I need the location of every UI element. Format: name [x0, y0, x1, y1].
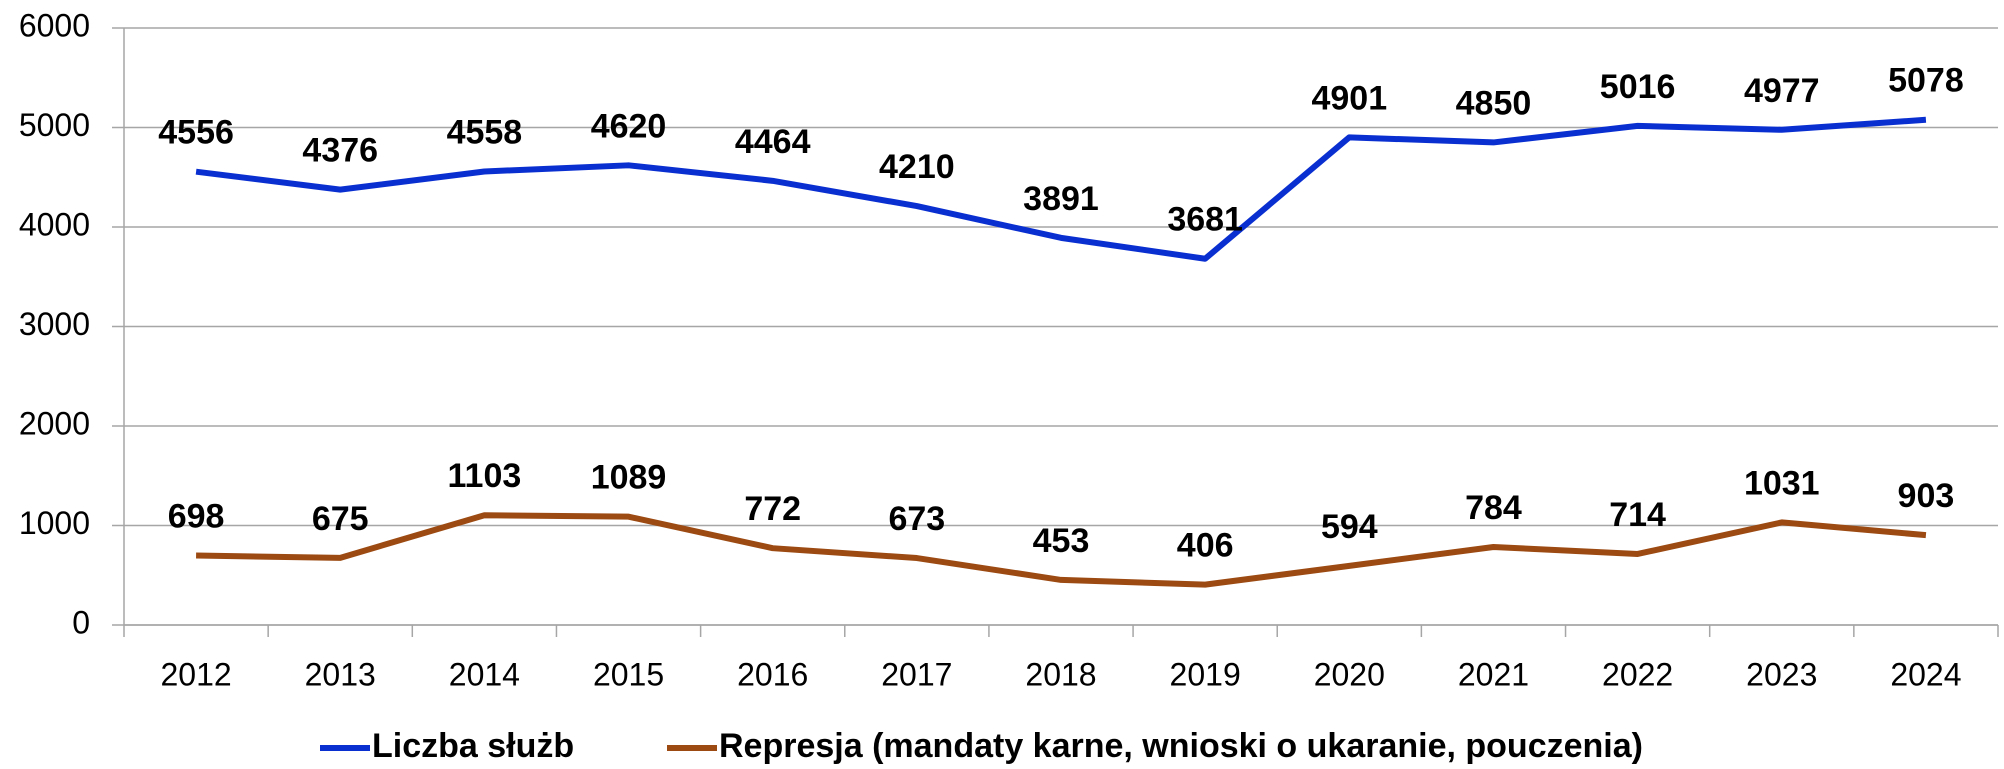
data-label: 594 — [1321, 508, 1378, 546]
data-label: 673 — [888, 500, 945, 538]
data-label: 406 — [1177, 527, 1234, 565]
data-label: 4556 — [158, 114, 234, 152]
data-label: 4558 — [447, 113, 523, 151]
data-label: 784 — [1465, 489, 1522, 527]
x-tick-label: 2015 — [593, 656, 664, 692]
data-label: 4901 — [1311, 79, 1387, 117]
data-label: 675 — [312, 500, 369, 538]
x-tick-label: 2023 — [1746, 656, 1817, 692]
x-tick-label: 2017 — [881, 656, 952, 692]
data-label: 714 — [1609, 496, 1666, 534]
data-label: 1103 — [448, 457, 522, 495]
y-tick-label: 4000 — [19, 206, 90, 242]
y-tick-label: 3000 — [19, 306, 90, 342]
data-label: 4210 — [879, 148, 955, 186]
legend-label: Represja (mandaty karne, wnioski o ukara… — [719, 727, 1643, 765]
legend-label: Liczba służb — [372, 727, 574, 765]
series-line — [196, 512, 1927, 588]
data-label: 698 — [168, 498, 225, 536]
x-tick-label: 2013 — [305, 656, 376, 692]
x-tick-label: 2021 — [1458, 656, 1529, 692]
data-label: 4464 — [735, 123, 811, 161]
x-tick-label: 2022 — [1602, 656, 1673, 692]
x-tick-label: 2012 — [160, 656, 231, 692]
data-label: 772 — [744, 490, 801, 528]
data-label: 5078 — [1888, 62, 1964, 100]
data-label: 3891 — [1023, 180, 1099, 218]
y-tick-label: 5000 — [19, 107, 90, 143]
x-tick-label: 2020 — [1314, 656, 1385, 692]
data-label: 903 — [1898, 477, 1955, 515]
x-tick-label: 2016 — [737, 656, 808, 692]
x-tick-label: 2018 — [1025, 656, 1096, 692]
x-tick-label: 2019 — [1170, 656, 1241, 692]
x-tick-label: 2014 — [449, 656, 520, 692]
data-label: 1089 — [591, 459, 667, 497]
y-tick-label: 0 — [72, 604, 90, 640]
y-tick-label: 1000 — [19, 505, 90, 541]
x-tick-label: 2024 — [1890, 656, 1961, 692]
y-tick-label: 6000 — [19, 7, 90, 43]
data-label: 1031 — [1744, 464, 1820, 502]
data-label: 4977 — [1744, 72, 1820, 110]
series-line — [195, 116, 1927, 262]
data-label: 5016 — [1600, 68, 1676, 106]
data-label: 4620 — [591, 107, 667, 145]
data-label: 3681 — [1167, 201, 1243, 239]
data-label: 4376 — [302, 132, 378, 170]
y-tick-label: 2000 — [19, 405, 90, 441]
data-label: 453 — [1033, 522, 1090, 560]
data-label: 4850 — [1456, 84, 1532, 122]
